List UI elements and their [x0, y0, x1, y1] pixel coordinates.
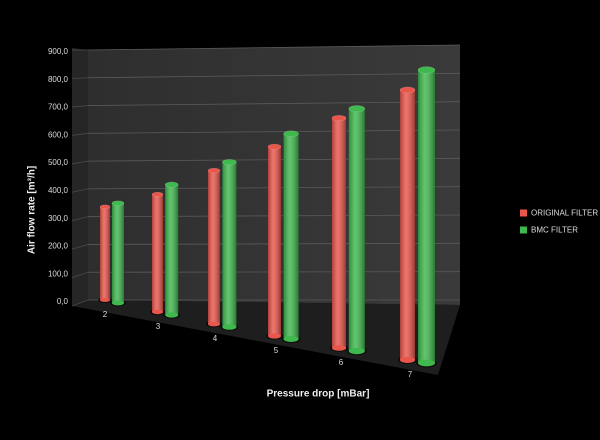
bar-cap: [222, 159, 237, 166]
x-tick-label: 6: [339, 358, 344, 367]
legend-swatch: [520, 209, 527, 217]
bar-bottom: [112, 300, 124, 306]
y-tick-label: 500,0: [48, 158, 69, 167]
grid-line: [87, 44, 461, 51]
bar-bottom: [208, 321, 220, 327]
y-tick-label: 800,0: [48, 75, 69, 84]
bar-cap: [267, 143, 282, 150]
bar-bottom: [100, 298, 110, 302]
bar-bottom: [283, 336, 299, 342]
side-grid-line: [71, 299, 89, 307]
bar-shade: [268, 146, 281, 336]
side-grid-line: [71, 216, 89, 222]
bar-cap: [164, 181, 179, 188]
side-grid-line: [71, 105, 89, 108]
x-tick-label: 7: [408, 370, 413, 379]
bar-shade: [165, 184, 179, 315]
grid-line: [87, 101, 461, 106]
bar-shade: [418, 70, 435, 363]
y-tick-label: 0,0: [57, 297, 69, 306]
grid-line: [87, 129, 461, 134]
plot: 0,0 100,0 200,0 300,0 400,0 500,0 600,0 700,0 80…: [48, 44, 598, 379]
y-tick-label: 900,0: [48, 47, 69, 56]
bar-cap: [417, 66, 436, 74]
bar-bottom: [348, 347, 365, 355]
y-tick-label: 700,0: [48, 103, 69, 112]
side-grid-line: [71, 160, 89, 165]
bar-cap: [207, 167, 221, 174]
bar-cap: [399, 86, 416, 94]
y-tick-label: 600,0: [48, 130, 69, 139]
bar-shade: [400, 89, 415, 360]
side-wall: [72, 48, 88, 306]
y-tick-label: 300,0: [48, 214, 69, 223]
bar-cap: [111, 200, 125, 206]
grid-line: [87, 72, 461, 79]
bar-bottom: [418, 359, 435, 367]
x-axis-title: Pressure drop [mBar]: [267, 389, 370, 400]
legend-label: ORIGINAL FILTER: [531, 209, 598, 218]
bar-bottom: [332, 345, 346, 351]
bar-shade: [100, 206, 110, 300]
bar-bottom: [400, 357, 415, 363]
x-tick-label: 5: [274, 346, 279, 355]
bar-shade: [222, 162, 237, 327]
side-grid-line: [71, 244, 89, 250]
x-tick-label: 3: [156, 322, 161, 331]
bar-cap: [348, 105, 366, 113]
bar-bottom: [165, 312, 179, 318]
y-tick-label: 100,0: [48, 269, 69, 278]
side-grid-line: [71, 132, 89, 136]
bar-cap: [283, 130, 299, 138]
side-grid-line: [71, 271, 89, 278]
legend-label: BMC FILTER: [531, 226, 578, 235]
bar-cap: [331, 115, 347, 122]
bar-shade: [332, 118, 346, 348]
bar-shade: [283, 133, 299, 339]
bar-shade: [152, 194, 163, 312]
bar-bottom: [152, 309, 163, 315]
bar-cap: [99, 204, 111, 210]
bar-cap: [151, 191, 164, 197]
side-grid-line: [71, 188, 89, 193]
y-tick-label: 400,0: [48, 186, 69, 195]
bar-shade: [112, 203, 124, 303]
bar-bottom: [268, 333, 281, 339]
y-axis-title: Air flow rate [m³/h]: [27, 166, 38, 254]
x-tick-label: 4: [213, 334, 218, 343]
x-tick-label: 2: [103, 310, 108, 319]
bar-shade: [208, 170, 220, 324]
bar-shade: [348, 108, 365, 351]
bar-bottom: [222, 324, 237, 330]
legend-swatch: [520, 226, 527, 234]
side-grid-line: [71, 77, 89, 79]
y-tick-label: 200,0: [48, 242, 69, 251]
